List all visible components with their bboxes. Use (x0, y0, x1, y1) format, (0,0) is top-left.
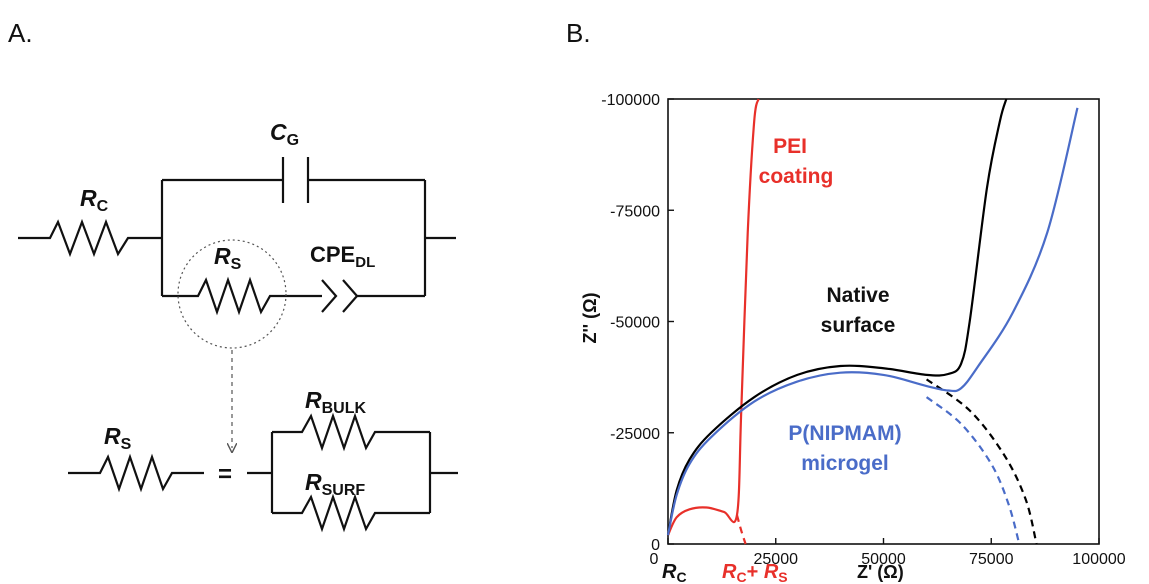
series-line-p-nipmam-microgel (666, 107, 1079, 536)
x-axis-label: Z' (Ω) (857, 562, 904, 582)
pei-annotation-line2: coating (759, 165, 834, 188)
pei-annotation-line1: PEI (773, 135, 807, 158)
rbulk-label: RBULK (305, 387, 367, 417)
cpe-element (321, 279, 338, 313)
series-line-pei-coating-fit (735, 514, 747, 545)
series-line-pei-coating (666, 98, 760, 536)
series-line-native-surface (666, 98, 1008, 536)
x-tick-label: 100000 (1072, 551, 1125, 568)
cpe-label: CPEDL (310, 242, 375, 271)
y-tick-label: -25000 (610, 426, 660, 443)
x-tick-label: 50000 (861, 551, 906, 568)
rc-resistor (18, 218, 162, 258)
native-annotation-line1: Native (826, 284, 889, 307)
y-tick-label: -50000 (610, 315, 660, 332)
microgel-annotation-line1: P(NIPMAM) (788, 422, 901, 445)
panel-b-label: B. (566, 18, 591, 48)
rs2-label: RS (104, 423, 132, 453)
nyquist-plot: 0 25000 50000 75000 100000 0 -25000 -50000 -7500… (601, 92, 1126, 568)
y-tick-label: -100000 (601, 92, 660, 109)
microgel-annotation-line2: microgel (801, 452, 889, 475)
series-line-native-surface-fit (925, 378, 1038, 545)
rc-plus-rs-axis-marker: RC+ RS (722, 561, 788, 584)
rs-label: RS (214, 243, 242, 273)
equivalent-circuit (18, 157, 456, 316)
rc-axis-marker: RC (662, 561, 687, 584)
x-tick-label: 75000 (969, 551, 1014, 568)
rs-resistor (162, 276, 322, 316)
y-tick-label: 0 (651, 537, 660, 554)
rs-highlight-circle (177, 239, 287, 349)
y-tick-label: -75000 (610, 203, 660, 220)
y-axis-label: Z'' (Ω) (580, 293, 600, 344)
equals-sign: = (218, 461, 232, 488)
x-tick-label: 25000 (754, 551, 799, 568)
series-line-p-nipmam-microgel-fit (925, 396, 1021, 545)
rsurf-resistor (272, 493, 430, 533)
panel-a-label: A. (8, 18, 33, 48)
rs-decomposition-circuit (68, 412, 458, 533)
native-annotation-line2: surface (821, 314, 896, 337)
rsurf-label: RSURF (305, 469, 365, 499)
rs2-resistor (68, 453, 204, 493)
rc-label: RC (80, 185, 109, 215)
rbulk-resistor (272, 412, 430, 452)
x-tick-label: 0 (650, 551, 659, 568)
cg-label: CG (270, 119, 299, 149)
